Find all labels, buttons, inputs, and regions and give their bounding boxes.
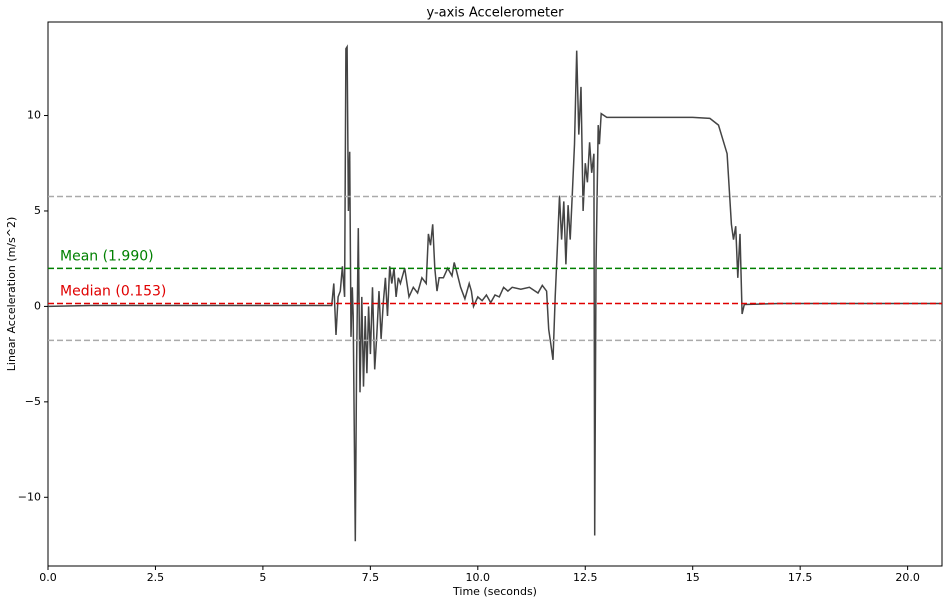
x-tick-label: 12.5 xyxy=(573,571,598,584)
x-axis-label: Time (seconds) xyxy=(452,585,537,598)
chart-title: y-axis Accelerometer xyxy=(426,6,564,21)
y-tick-label: −10 xyxy=(18,490,41,503)
y-tick-label: 0 xyxy=(34,299,41,312)
x-tick-label: 20.0 xyxy=(895,571,920,584)
x-tick-label: 2.5 xyxy=(147,571,165,584)
x-tick-label: 17.5 xyxy=(788,571,813,584)
reference-label: Median (0.153) xyxy=(60,283,166,299)
reference-label: Mean (1.990) xyxy=(60,248,154,264)
x-tick-label: 5 xyxy=(259,571,266,584)
y-tick-label: −5 xyxy=(25,395,41,408)
data-line xyxy=(47,44,942,542)
y-tick-label: 10 xyxy=(27,109,41,122)
x-tick-label: 0.0 xyxy=(39,571,57,584)
plot-frame xyxy=(47,21,943,567)
x-tick-label: 15 xyxy=(686,571,700,584)
x-tick-label: 10.0 xyxy=(466,571,491,584)
y-axis-label: Linear Acceleration (m/s^2) xyxy=(5,217,18,371)
x-tick-label: 7.5 xyxy=(362,571,380,584)
y-tick-label: 5 xyxy=(34,204,41,217)
